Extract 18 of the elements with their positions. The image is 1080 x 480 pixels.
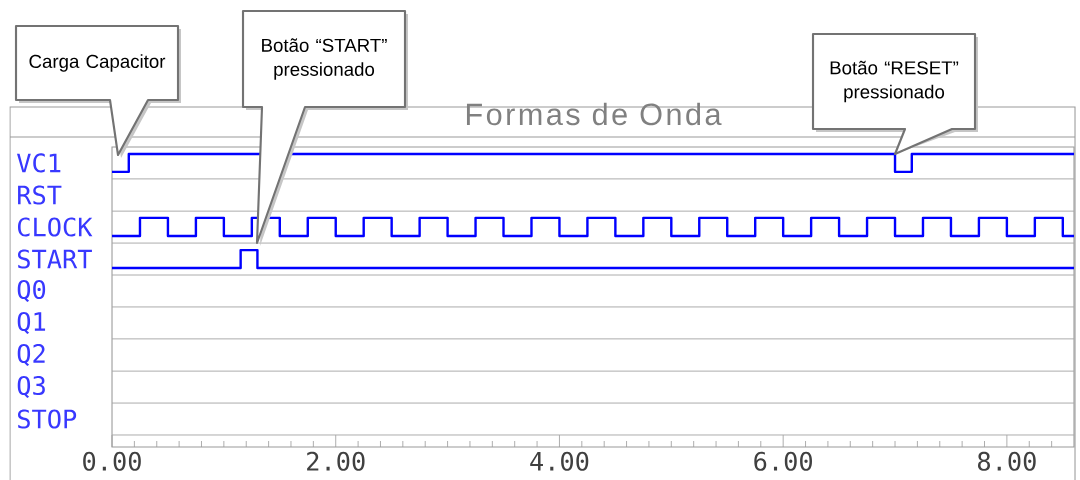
x-tick-label: 2.00 <box>307 451 365 471</box>
text: RST <box>18 185 62 205</box>
x-tick-label: 6.00 <box>754 451 812 471</box>
text: Botão “START” pressionado <box>262 38 387 80</box>
text: VC1 <box>16 153 61 173</box>
text: Q3 <box>17 375 45 399</box>
x-tick-label: 8.00 <box>977 451 1036 471</box>
x-tick-label: 4.00 <box>530 451 589 471</box>
text: STOP <box>17 409 77 429</box>
x-tick-label: 0.00 <box>83 451 141 471</box>
text: Carga Capacitor <box>29 54 166 72</box>
series-label: START <box>17 249 92 269</box>
text: Q0 <box>17 279 46 303</box>
chart-title: Formas de Onda <box>466 102 722 126</box>
series-label: CLOCK <box>17 217 93 237</box>
annotation: Botão “RESET” pressionado <box>830 60 959 103</box>
text: Q1 <box>17 311 46 335</box>
text: Q2 <box>17 343 45 367</box>
